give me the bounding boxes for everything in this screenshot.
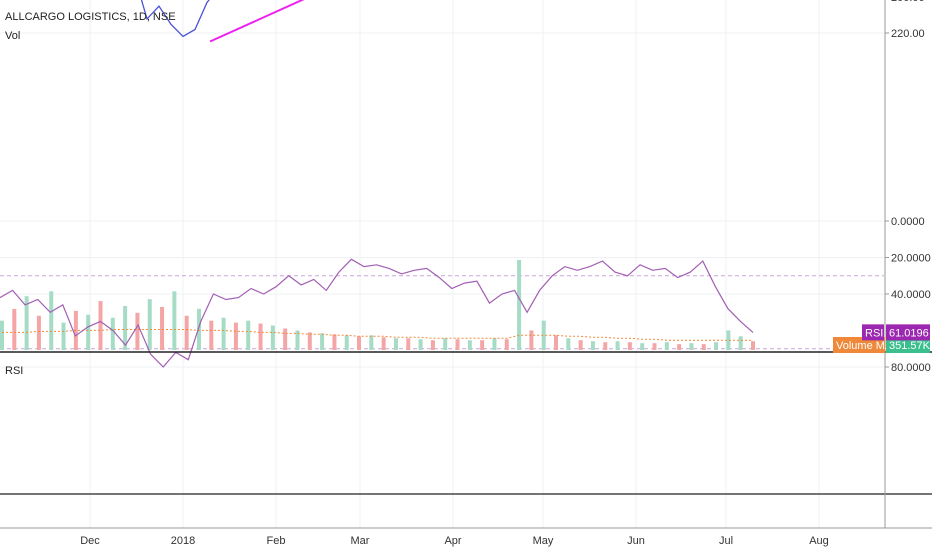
- x-tick-label: Feb: [267, 535, 286, 547]
- volume-bar: [554, 335, 559, 350]
- volume-badge-bg: [886, 337, 930, 353]
- volume-bar: [541, 320, 546, 350]
- volume-bar: [86, 314, 91, 350]
- volume-bar: [677, 344, 682, 350]
- volume-bar: [726, 330, 731, 350]
- volume-pane-label[interactable]: Vol: [5, 30, 21, 42]
- y-tick-label: 220.00: [891, 28, 925, 40]
- x-tick-label: 2018: [171, 535, 195, 547]
- rsi-value-badge-bg: [886, 324, 930, 341]
- x-tick-label: Dec: [80, 535, 100, 547]
- volume-bar: [566, 338, 571, 350]
- price-line: [140, 0, 210, 38]
- volume-bar: [578, 340, 583, 350]
- x-tick-label: Aug: [809, 535, 829, 547]
- volume-bar: [689, 343, 694, 350]
- symbol-title[interactable]: ALLCARGO LOGISTICS, 1D, NSE: [5, 11, 176, 23]
- pane-separators: [0, 0, 932, 529]
- rsi-line: [0, 258, 754, 368]
- volume-bar: [357, 336, 362, 350]
- x-tick-label: Jun: [627, 535, 645, 547]
- volume-bar: [664, 342, 669, 350]
- rsi-tick-label: 40.0000: [891, 289, 931, 301]
- rsi-tag-badge: RSI: [865, 327, 883, 339]
- volume-bar: [209, 320, 214, 350]
- x-tick-label: Jul: [719, 535, 733, 547]
- volume-bar: [344, 335, 349, 350]
- volume-bar: [443, 338, 448, 350]
- volume-bar: [504, 339, 509, 350]
- volume-bar: [12, 308, 17, 350]
- volume-bar: [381, 337, 386, 350]
- volume-bar: [590, 341, 595, 350]
- volume-bar: [406, 338, 411, 350]
- volume-bar: [172, 291, 177, 350]
- volume-bar: [246, 320, 251, 350]
- volume-bar: [221, 317, 226, 350]
- volume-bars: [0, 260, 755, 350]
- rsi-pane-label[interactable]: RSI: [5, 365, 24, 377]
- volume-bar: [369, 335, 374, 350]
- volume-bar: [123, 305, 128, 350]
- volume-bar: [295, 330, 300, 350]
- volume-bar: [98, 301, 103, 350]
- volume-ma-line: [2, 329, 753, 341]
- volume-bar: [751, 341, 755, 350]
- volume-bar: [307, 332, 312, 350]
- volume-bar: [196, 308, 201, 350]
- volume-bar: [480, 340, 485, 350]
- volume-bar: [615, 341, 620, 350]
- grid-lines: [0, 0, 884, 528]
- rsi-tick-label: 20.0000: [891, 253, 931, 265]
- volume-bar: [332, 334, 337, 350]
- volume-bar: [627, 342, 632, 350]
- volume-bar: [49, 291, 54, 350]
- volume-bar: [24, 296, 29, 350]
- volume-bar: [61, 322, 66, 350]
- volume-bar: [492, 338, 497, 350]
- volume-bar: [640, 343, 645, 350]
- volume-bar: [184, 315, 189, 350]
- axis-labels: Dec 2018 Feb Mar Apr May Jun Jul Aug 220.00 200.00…: [80, 0, 931, 547]
- volume-bar: [393, 338, 398, 350]
- volume-bar: [283, 328, 288, 350]
- volume-bar: [652, 343, 657, 350]
- volume-bar: [418, 339, 423, 350]
- volume-bar: [36, 315, 41, 350]
- volume-bar: [467, 340, 472, 350]
- rsi-value-badge: 61.0196: [889, 327, 929, 339]
- rsi-tick-label: 80.0000: [891, 362, 931, 374]
- volume-bar: [701, 344, 706, 350]
- volume-bar: [233, 322, 238, 350]
- volume-bar: [135, 312, 140, 350]
- x-tick-label: Mar: [351, 535, 370, 547]
- volume-bar: [455, 339, 460, 350]
- rsi-tag-badge-bg: [862, 324, 884, 341]
- volume-bar: [110, 317, 115, 350]
- volume-bar: [430, 340, 435, 350]
- volume-bar: [603, 342, 608, 350]
- volume-bar: [714, 342, 719, 350]
- rsi-tick-label: 0.0000: [891, 216, 925, 228]
- volume-bar: [529, 330, 534, 350]
- volume-bar: [147, 299, 152, 350]
- volume-bar: [270, 325, 275, 350]
- x-tick-label: May: [533, 535, 554, 547]
- volume-ma-badge: Volume MA: [836, 340, 893, 352]
- volume-bar: [0, 320, 4, 350]
- volume-bar: [258, 323, 263, 350]
- y-tick-label: 200.00: [891, 0, 925, 4]
- trendline[interactable]: [209, 0, 789, 43]
- x-tick-label: Apr: [444, 535, 461, 547]
- volume-bar: [517, 260, 522, 350]
- volume-badge: 351.57K: [889, 340, 931, 352]
- volume-bar: [738, 336, 743, 350]
- volume-ma-badge-bg: [833, 337, 885, 353]
- volume-bar: [320, 333, 325, 350]
- volume-bar: [160, 306, 165, 350]
